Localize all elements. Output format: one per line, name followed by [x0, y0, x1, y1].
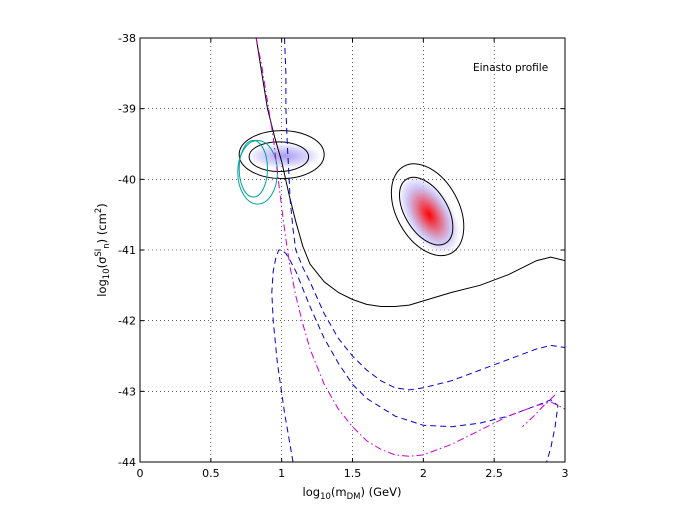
- exclusion-curves: [255, 38, 565, 462]
- x-tick-label-3: 1.5: [344, 467, 362, 480]
- contour-4: [238, 139, 268, 198]
- y-axis-title: log10(σSIn) (cm2): [94, 203, 112, 297]
- x-tick-label-1: 0.5: [202, 467, 220, 480]
- y-tick-label-2: -42: [118, 315, 136, 328]
- x-tick-label-2: 1: [278, 467, 285, 480]
- series-line-2: [271, 249, 559, 462]
- y-tick-label-5: -39: [118, 103, 136, 116]
- y-tick-label-1: -43: [118, 385, 136, 398]
- y-tick-label-6: -38: [118, 32, 136, 45]
- series-line-3: [255, 38, 565, 457]
- x-tick-label-6: 3: [562, 467, 569, 480]
- confidence-contours: [237, 130, 465, 257]
- x-axis-title: log10(mDM) (GeV): [303, 485, 402, 502]
- y-tick-label-4: -40: [118, 173, 136, 186]
- axis-ticks: 0 0.5 1 1.5 2 2.5 3 -44 -43 -42 -41 -40 -39 -38: [118, 32, 568, 480]
- contour-0: [398, 176, 454, 246]
- x-tick-label-4: 2: [420, 467, 427, 480]
- probability-fill-1: [247, 143, 322, 169]
- y-tick-label-3: -41: [118, 244, 136, 257]
- series-line-1: [284, 38, 565, 391]
- y-tick-label-0: -44: [118, 456, 136, 469]
- x-tick-label-5: 2.5: [485, 467, 503, 480]
- contour-3: [238, 130, 325, 180]
- x-tick-label-0: 0: [137, 467, 144, 480]
- contour-1: [390, 163, 465, 257]
- annotation-text: Einasto profile: [473, 62, 548, 74]
- series-line-0: [255, 38, 565, 307]
- contour-2: [248, 141, 310, 173]
- probability-fill-0: [398, 175, 460, 255]
- probability-fills: [247, 143, 460, 255]
